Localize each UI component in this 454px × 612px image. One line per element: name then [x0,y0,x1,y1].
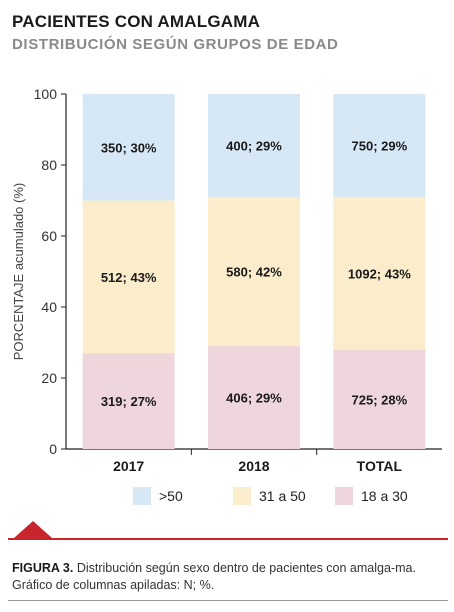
x-tick-label: 2018 [238,458,269,474]
y-axis-label: PORCENTAJE acumulado (%) [11,183,26,360]
bar-segment-2018-1 [208,196,300,347]
caption-triangle-icon [14,521,52,538]
data-label: 512; 43% [101,270,157,285]
y-tick-label: 100 [34,86,58,102]
legend-swatch [335,487,353,505]
bar-segment-2017-0 [82,353,175,449]
bar-segment-2017-2 [82,94,175,201]
data-label: 750; 29% [352,138,408,153]
data-label: 350; 30% [101,140,157,155]
y-tick-label: 60 [41,228,57,244]
y-tick-label: 40 [41,299,57,315]
y-tick-label: 20 [41,370,57,386]
caption-text: Distribución según sexo dentro de pacien… [12,561,416,592]
chart-title: PACIENTES CON AMALGAMA [12,12,261,31]
data-label: 319; 27% [101,394,157,409]
x-tick-label: TOTAL [357,458,403,474]
legend-swatch [233,487,251,505]
bar-segment-total-1 [333,196,426,350]
bar-segment-2018-0 [208,346,300,449]
bar-segment-total-2 [333,94,426,197]
y-tick-label: 80 [41,157,57,173]
data-label: 406; 29% [226,391,282,406]
legend-swatch [133,487,151,505]
data-label: 1092; 43% [348,266,411,281]
data-label: 580; 42% [226,265,282,280]
data-label: 400; 29% [226,138,282,153]
y-tick-label: 0 [49,441,57,457]
bar-segment-2018-2 [208,94,300,197]
bottom-divider [8,600,448,601]
x-tick-label: 2017 [113,458,144,474]
chart-subtitle: DISTRIBUCIÓN SEGÚN GRUPOS DE EDAD [12,36,339,53]
bar-segment-2017-1 [82,200,175,354]
legend-label: >50 [159,488,183,504]
figure-caption: FIGURA 3. Distribución según sexo dentro… [12,560,444,594]
legend-label: 31 a 50 [259,488,306,504]
caption-divider [8,538,448,540]
caption-label: FIGURA 3. [12,561,74,575]
stacked-bar-chart: 0 20 40 60 80 100 PORCENTAJE acumulado (%) 319;… [11,86,442,505]
legend-label: 18 a 30 [361,488,408,504]
bar-segment-total-0 [333,349,426,449]
data-label: 725; 28% [352,392,408,407]
